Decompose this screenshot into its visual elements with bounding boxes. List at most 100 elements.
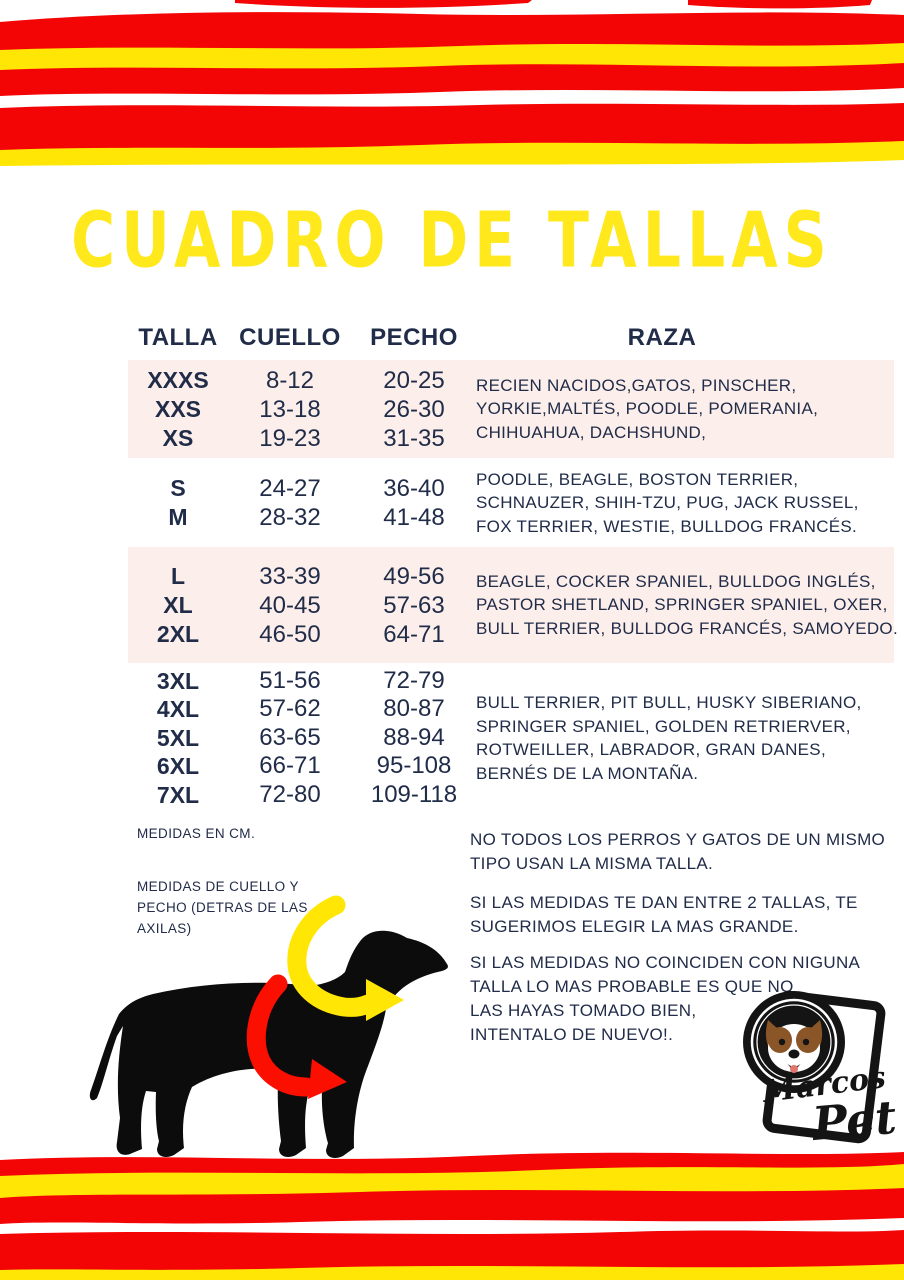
chest-measure-arrow	[246, 974, 316, 1097]
size-label: 2XL	[156, 620, 200, 647]
yellow-stripe	[0, 43, 904, 70]
dog-measuring-illustration	[89, 895, 448, 1158]
cuello-value: 40-45	[259, 591, 321, 619]
marcos-pet-logo: Marcos Pet	[743, 990, 899, 1151]
table-header-row: TALLA CUELLO PECHO RAZA	[128, 324, 894, 352]
pecho-value: 36-40	[383, 475, 445, 502]
pecho-value: 95-108	[376, 752, 452, 780]
logo-badge-ring	[756, 1004, 832, 1080]
measurement-columns: 3XL 4XL 5XL 6XL 7XL 51-56 57-62 63-65 66…	[128, 667, 476, 810]
raza-line: FOX TERRIER, WESTIE, BULLDOG FRANCÉS.	[476, 516, 858, 536]
measuring-note-line: AXILAS)	[137, 921, 192, 936]
size-label: 7XL	[156, 781, 200, 808]
raza-line: BULL TERRIER, BULLDOG FRANCÉS, SAMOYEDO.	[476, 618, 898, 638]
pecho-value: 49-56	[383, 562, 445, 590]
note-line: INTENTALO DE NUEVO!.	[470, 1025, 674, 1044]
note-line: NO TODOS LOS PERROS Y GATOS DE UN MISMO	[470, 830, 886, 849]
raza-line: BULL TERRIER, PIT BULL, HUSKY SIBERIANO,	[476, 693, 862, 712]
note-line: SI LAS MEDIDAS TE DAN ENTRE 2 TALLAS, TE	[470, 893, 858, 912]
raza-line: BEAGLE, COCKER SPANIEL, BULLDOG INGLÉS,	[476, 571, 876, 591]
pecho-column: 20-25 26-30 31-35	[352, 366, 476, 453]
note-same-breed-sizes: NO TODOS LOS PERROS Y GATOS DE UN MISMO …	[470, 828, 900, 876]
note-line: TALLA LO MAS PROBABLE ES QUE NO	[470, 977, 794, 996]
size-label: XL	[163, 591, 193, 618]
top-edge-red-sliver	[235, 0, 532, 8]
size-label: XXS	[154, 395, 202, 422]
cuello-value: 8-12	[265, 366, 315, 394]
raza-line: SCHNAUZER, SHIH-TZU, PUG, JACK RUSSEL,	[476, 493, 859, 513]
raza-text: RECIEN NACIDOS,GATOS, PINSCHER, YORKIE,M…	[476, 374, 894, 445]
cuello-column: 8-12 13-18 19-23	[228, 366, 352, 453]
note-line: LAS HAYAS TOMADO BIEN,	[470, 1001, 697, 1020]
size-group-xxxs-xs: XXXS XXS XS 8-12 13-18 19-23 20-25 26-30…	[128, 360, 894, 458]
column-header-raza: RAZA	[627, 324, 697, 351]
pecho-column: 49-56 57-63 64-71	[352, 562, 476, 649]
cuello-value: 13-18	[259, 395, 321, 423]
cuello-column: 33-39 40-45 46-50	[228, 562, 352, 649]
cuello-value: 51-56	[259, 666, 321, 694]
note-line: SUGERIMOS ELEGIR LA MAS GRANDE.	[470, 917, 799, 936]
size-label: M	[168, 504, 188, 530]
red-stripe	[0, 1230, 904, 1270]
note-remeasure: SI LAS MEDIDAS NO COINCIDEN CON NIGUNA T…	[470, 951, 900, 1047]
pecho-value: 20-25	[383, 366, 445, 394]
neck-measure-arrow	[287, 895, 378, 1017]
size-label: XS	[162, 424, 194, 451]
measuring-note-line: PECHO (DETRAS DE LAS	[137, 900, 308, 915]
measurement-columns: XXXS XXS XS 8-12 13-18 19-23 20-25 26-30…	[128, 366, 476, 453]
dog-silhouette	[89, 930, 448, 1158]
column-header-talla: TALLA	[138, 324, 218, 351]
raza-text: BULL TERRIER, PIT BULL, HUSKY SIBERIANO,…	[476, 691, 894, 785]
raza-line: PASTOR SHETLAND, SPRINGER SPANIEL, OXER,	[476, 595, 888, 615]
measuring-note: MEDIDAS DE CUELLO Y PECHO (DETRAS DE LAS…	[137, 876, 308, 939]
measurement-columns: S M 24-27 28-32 36-40 41-48	[128, 474, 476, 532]
pecho-value: 72-79	[383, 666, 445, 694]
pecho-value: 80-87	[383, 695, 445, 723]
cuello-value: 33-39	[259, 562, 321, 590]
note-line: SI LAS MEDIDAS NO COINCIDEN CON NIGUNA	[470, 953, 861, 972]
pecho-value: 88-94	[383, 723, 445, 751]
column-header-cuello: CUELLO	[239, 324, 341, 351]
talla-column: XXXS XXS XS	[128, 366, 228, 453]
raza-line: BERNÉS DE LA MONTAÑA.	[476, 763, 699, 783]
cuello-value: 72-80	[259, 780, 321, 808]
size-label: 5XL	[156, 724, 200, 751]
cuello-value: 66-71	[259, 752, 321, 780]
units-note: MEDIDAS EN CM.	[137, 826, 256, 841]
chest-arrow-head	[308, 1059, 347, 1099]
size-label: 6XL	[156, 753, 200, 780]
pecho-column: 36-40 41-48	[352, 474, 476, 532]
dog-eye	[802, 1038, 810, 1046]
pecho-value: 57-63	[383, 591, 445, 619]
pecho-column: 72-79 80-87 88-94 95-108 109-118	[352, 667, 476, 810]
yellow-stripe	[0, 1164, 904, 1198]
measurement-columns: L XL 2XL 33-39 40-45 46-50 49-56 57-63 6…	[128, 562, 476, 649]
note-between-sizes: SI LAS MEDIDAS TE DAN ENTRE 2 TALLAS, TE…	[470, 891, 900, 939]
pecho-value: 26-30	[383, 395, 445, 423]
neck-arrow-head	[366, 979, 404, 1021]
top-edge-red-sliver	[688, 0, 872, 9]
cuello-value: 24-27	[259, 475, 321, 502]
dog-eye	[778, 1038, 786, 1046]
raza-text: POODLE, BEAGLE, BOSTON TERRIER, SCHNAUZE…	[476, 468, 894, 539]
pecho-value: 109-118	[370, 780, 458, 808]
size-group-3xl-7xl: 3XL 4XL 5XL 6XL 7XL 51-56 57-62 63-65 66…	[128, 662, 894, 814]
cuello-value: 19-23	[259, 424, 321, 452]
cuello-value: 57-62	[259, 695, 321, 723]
raza-line: ROTWEILLER, LABRADOR, GRAN DANES,	[476, 740, 826, 759]
talla-column: S M	[128, 474, 228, 532]
talla-column: 3XL 4XL 5XL 6XL 7XL	[128, 667, 228, 810]
raza-line: CHIHUAHUA, DACHSHUND,	[476, 422, 707, 442]
logo-wordmark-pet: Pet	[808, 1090, 898, 1151]
size-label: L	[170, 562, 186, 589]
size-label: 4XL	[156, 696, 200, 723]
size-label: S	[170, 475, 186, 501]
logo-dog-face	[765, 1020, 823, 1073]
pecho-value: 41-48	[383, 504, 445, 531]
size-group-s-m: S M 24-27 28-32 36-40 41-48 POODLE, BEAG…	[128, 466, 894, 540]
bottom-stripes-decoration	[0, 1152, 904, 1280]
size-label: 3XL	[156, 667, 200, 694]
talla-column: L XL 2XL	[128, 562, 228, 649]
dog-nose	[788, 1049, 800, 1059]
